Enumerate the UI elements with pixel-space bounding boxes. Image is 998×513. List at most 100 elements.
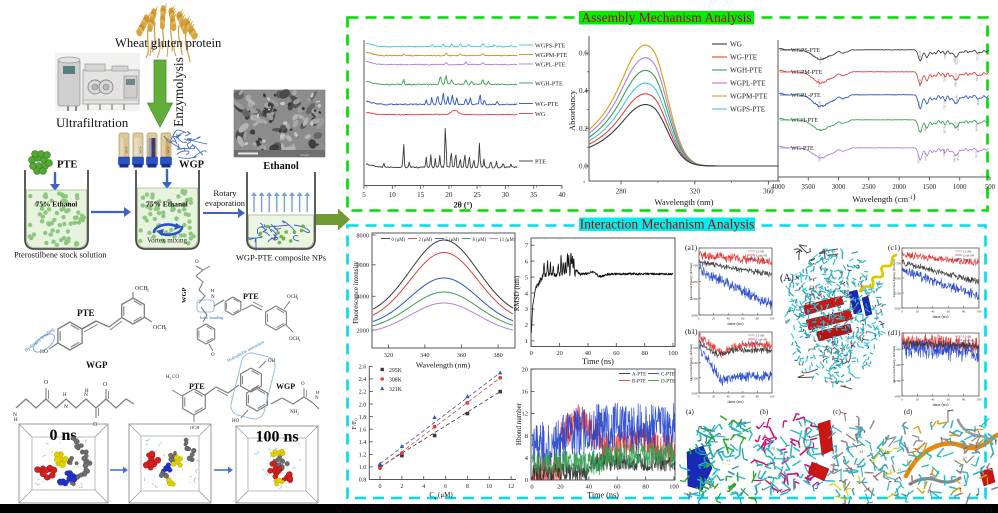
svg-text:O: O [301,382,305,387]
svg-text:340: 340 [420,352,429,359]
svg-text:3: 3 [299,339,301,343]
svg-text:20: 20 [522,366,529,373]
svg-text:RMSD (nm): RMSD (nm) [513,275,521,311]
svg-text:H: H [63,393,67,398]
svg-text:3.2: 3.2 [897,467,901,471]
svg-text:1: 1 [525,338,528,345]
svg-text:3: 3 [297,297,299,301]
svg-text:c: c [825,282,827,286]
svg-text:A-PTE: A-PTE [632,373,646,378]
svg-text:20: 20 [712,395,716,399]
svg-text:WGH-PTE: WGH-PTE [535,80,563,87]
svg-text:0: 0 [530,350,533,357]
svg-text:Total: Total [756,341,763,345]
svg-text:2.5: 2.5 [963,456,967,460]
svg-text:Wavelength (cm-1): Wavelength (cm-1) [852,191,915,204]
svg-text:1247.06: 1247.06 [944,73,947,82]
svg-text:2.2: 2.2 [359,390,367,396]
svg-text:(A): (A) [780,273,794,284]
svg-text:100: 100 [668,350,678,357]
svg-text:OCH: OCH [135,286,148,292]
svg-text:0.0: 0.0 [579,163,588,171]
svg-text:N: N [13,412,17,418]
svg-text:1.8: 1.8 [359,415,367,421]
svg-text:-500: -500 [692,346,698,350]
svg-text:1.0: 1.0 [359,465,367,471]
svg-text:time (ns): time (ns) [932,402,949,407]
svg-text:0.6: 0.6 [579,50,588,58]
svg-text:(c): (c) [833,408,841,416]
svg-text:H: H [166,375,170,380]
svg-text:WGP-PTE composite NPs: WGP-PTE composite NPs [236,253,326,263]
svg-text:LJ-SR: LJ-SR [963,334,972,338]
svg-text:WGP: WGP [125,146,129,153]
svg-text:WGPM-PTE: WGPM-PTE [535,52,568,59]
svg-text:7: 7 [525,242,529,249]
svg-text:WG-PTE: WG-PTE [791,146,814,152]
svg-text:WGPM-PTE: WGPM-PTE [791,70,823,76]
svg-text:1064.09: 1064.09 [953,154,956,163]
svg-text:WGPS-PTE: WGPS-PTE [535,42,565,49]
svg-text:-2000: -2000 [894,307,902,311]
svg-text:LJ-SR: LJ-SR [963,249,972,253]
svg-text:5 (μM): 5 (μM) [446,238,460,243]
svg-text:0 (μM): 0 (μM) [392,238,406,243]
svg-text:Cq (μM): Cq (μM) [429,491,453,500]
svg-text:OCH: OCH [289,337,300,342]
svg-text:b: b [809,301,811,305]
svg-text:Pterostilbene stock solution: Pterostilbene stock solution [14,251,107,260]
svg-text:2: 2 [525,322,528,329]
svg-text:0: 0 [698,317,700,321]
svg-text:Absorbancy: Absorbancy [567,89,577,131]
svg-text:60: 60 [947,310,951,314]
svg-text:Coul-SR: Coul-SR [756,253,768,257]
svg-text:-2000: -2000 [691,314,699,318]
svg-text:8000: 8000 [356,232,369,239]
svg-text:N: N [211,295,215,300]
svg-text:308K: 308K [389,377,403,383]
svg-text:10: 10 [389,191,397,199]
svg-text:11 (μM): 11 (μM) [500,238,516,243]
svg-text:time (ns): time (ns) [727,321,744,326]
svg-text:Ethanol: Ethanol [263,161,299,172]
svg-text:100: 100 [770,317,775,321]
svg-text:CO: CO [172,375,179,380]
svg-text:1545.22: 1545.22 [924,152,927,161]
svg-text:40: 40 [558,191,566,199]
svg-text:WG-PTE: WG-PTE [730,54,758,62]
svg-text:20: 20 [445,191,453,199]
svg-text:WGP: WGP [276,382,295,391]
svg-text:3: 3 [170,377,172,381]
svg-text:380: 380 [493,352,502,359]
svg-text:Total: Total [963,342,970,346]
svg-text:PTE: PTE [77,308,95,318]
svg-text:3297.08: 3297.08 [819,55,822,64]
svg-text:701.88: 701.88 [976,52,979,60]
svg-text:H: H [211,288,215,293]
svg-text:OCH: OCH [190,425,200,430]
svg-text:Hbond number: Hbond number [515,402,523,445]
svg-text:4000: 4000 [356,294,369,301]
svg-text:WGH-PTE: WGH-PTE [730,67,763,75]
svg-text:2.0: 2.0 [359,402,367,408]
svg-text:320: 320 [690,188,701,196]
svg-text:(a1): (a1) [685,243,698,252]
svg-text:LJ-SR: LJ-SR [756,333,765,337]
svg-text:Vortex mixing: Vortex mixing [147,237,188,245]
svg-text:Wheat gluten protein: Wheat gluten protein [115,36,222,50]
svg-text:80: 80 [642,484,649,491]
svg-text:WGPL-PTE: WGPL-PTE [730,80,766,88]
svg-text:O: O [211,353,215,358]
svg-text:10 um: 10 um [300,153,309,157]
svg-text:75% Ethanol: 75% Ethanol [146,200,188,209]
svg-text:Ultrafiltration: Ultrafiltration [56,115,129,130]
svg-text:-1500: -1500 [691,376,699,380]
svg-text:F/F0: F/F0 [351,418,359,429]
svg-text:3: 3 [147,288,149,293]
svg-text:(c1): (c1) [888,243,901,252]
svg-text:2.2: 2.2 [768,475,772,479]
svg-text:-1800: -1800 [894,395,902,399]
svg-text:40: 40 [931,310,935,314]
svg-text:321K: 321K [389,387,403,393]
svg-text:1652.54: 1652.54 [917,155,920,164]
